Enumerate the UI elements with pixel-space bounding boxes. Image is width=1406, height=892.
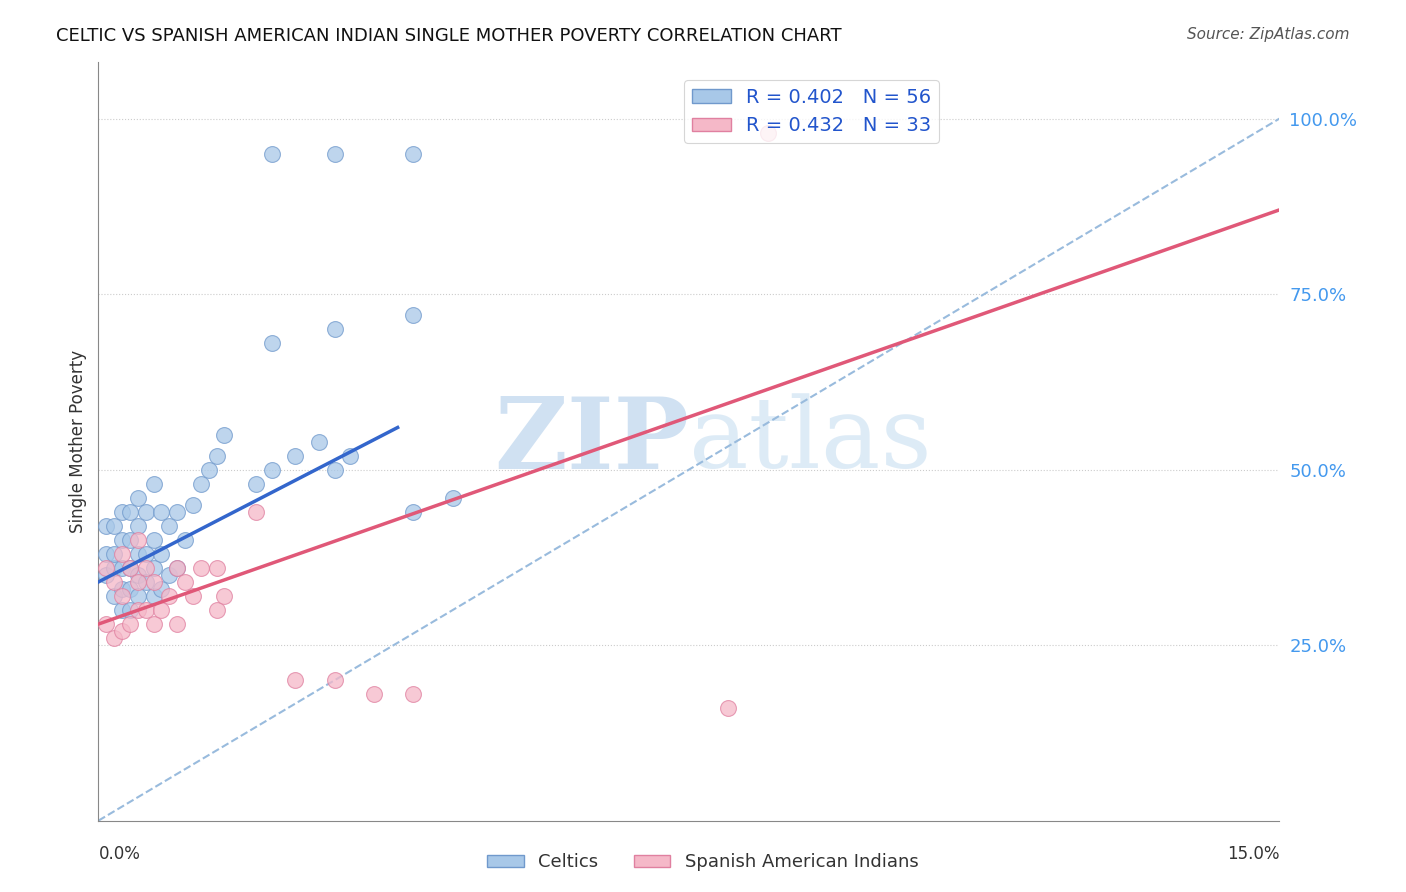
Point xyxy=(402,146,425,161)
Text: atlas: atlas xyxy=(689,393,932,490)
Point xyxy=(135,603,157,617)
Point xyxy=(190,476,212,491)
Point xyxy=(111,561,134,575)
Point xyxy=(135,561,157,575)
Point xyxy=(111,547,134,561)
Point xyxy=(150,603,173,617)
Point xyxy=(118,505,141,519)
Point xyxy=(402,308,425,322)
Y-axis label: Single Mother Poverty: Single Mother Poverty xyxy=(69,350,87,533)
Point xyxy=(284,673,307,688)
Point xyxy=(118,582,141,596)
Point xyxy=(111,533,134,547)
Point xyxy=(135,574,157,589)
Point xyxy=(142,574,165,589)
Text: Source: ZipAtlas.com: Source: ZipAtlas.com xyxy=(1187,27,1350,42)
Legend: R = 0.402   N = 56, R = 0.432   N = 33: R = 0.402 N = 56, R = 0.432 N = 33 xyxy=(683,79,939,143)
Legend: Celtics, Spanish American Indians: Celtics, Spanish American Indians xyxy=(481,847,925,879)
Point xyxy=(96,518,118,533)
Point xyxy=(118,561,141,575)
Point xyxy=(111,505,134,519)
Point xyxy=(323,462,346,476)
Point xyxy=(118,603,141,617)
Point xyxy=(135,547,157,561)
Point xyxy=(96,561,118,575)
Point xyxy=(150,547,173,561)
Point xyxy=(245,476,267,491)
Point xyxy=(174,574,197,589)
Point xyxy=(142,617,165,632)
Point xyxy=(142,533,165,547)
Point xyxy=(103,547,125,561)
Point xyxy=(260,462,283,476)
Point xyxy=(142,476,165,491)
Point xyxy=(142,589,165,603)
Text: 15.0%: 15.0% xyxy=(1227,846,1279,863)
Point xyxy=(323,673,346,688)
Point xyxy=(339,449,361,463)
Point xyxy=(127,589,149,603)
Point xyxy=(756,126,779,140)
Point xyxy=(260,146,283,161)
Point xyxy=(166,561,188,575)
Point xyxy=(284,449,307,463)
Point xyxy=(166,561,188,575)
Point xyxy=(96,547,118,561)
Point xyxy=(157,589,180,603)
Text: 0.0%: 0.0% xyxy=(98,846,141,863)
Point xyxy=(127,518,149,533)
Point xyxy=(127,568,149,582)
Point xyxy=(260,336,283,351)
Point xyxy=(174,533,197,547)
Point xyxy=(181,498,204,512)
Text: CELTIC VS SPANISH AMERICAN INDIAN SINGLE MOTHER POVERTY CORRELATION CHART: CELTIC VS SPANISH AMERICAN INDIAN SINGLE… xyxy=(56,27,842,45)
Point xyxy=(127,533,149,547)
Point xyxy=(181,589,204,603)
Point xyxy=(323,322,346,336)
Point xyxy=(135,505,157,519)
Point xyxy=(96,568,118,582)
Point xyxy=(166,617,188,632)
Point xyxy=(157,568,180,582)
Point xyxy=(245,505,267,519)
Point xyxy=(111,603,134,617)
Point xyxy=(103,631,125,645)
Point xyxy=(142,561,165,575)
Point xyxy=(190,561,212,575)
Point xyxy=(402,505,425,519)
Point xyxy=(118,617,141,632)
Point xyxy=(103,574,125,589)
Point xyxy=(441,491,464,505)
Point xyxy=(205,449,228,463)
Point xyxy=(166,505,188,519)
Point xyxy=(103,518,125,533)
Point xyxy=(157,518,180,533)
Point xyxy=(323,146,346,161)
Point xyxy=(103,589,125,603)
Point xyxy=(127,491,149,505)
Point xyxy=(118,533,141,547)
Point xyxy=(103,561,125,575)
Point xyxy=(214,589,236,603)
Point xyxy=(111,624,134,639)
Point xyxy=(717,701,740,715)
Point xyxy=(150,582,173,596)
Point xyxy=(402,687,425,701)
Point xyxy=(111,589,134,603)
Text: ZIP: ZIP xyxy=(494,393,689,490)
Point xyxy=(205,603,228,617)
Point xyxy=(111,582,134,596)
Point xyxy=(150,505,173,519)
Point xyxy=(205,561,228,575)
Point xyxy=(127,574,149,589)
Point xyxy=(127,603,149,617)
Point xyxy=(214,427,236,442)
Point xyxy=(127,547,149,561)
Point xyxy=(363,687,385,701)
Point xyxy=(308,434,330,449)
Point xyxy=(96,617,118,632)
Point xyxy=(118,561,141,575)
Point xyxy=(197,462,219,476)
